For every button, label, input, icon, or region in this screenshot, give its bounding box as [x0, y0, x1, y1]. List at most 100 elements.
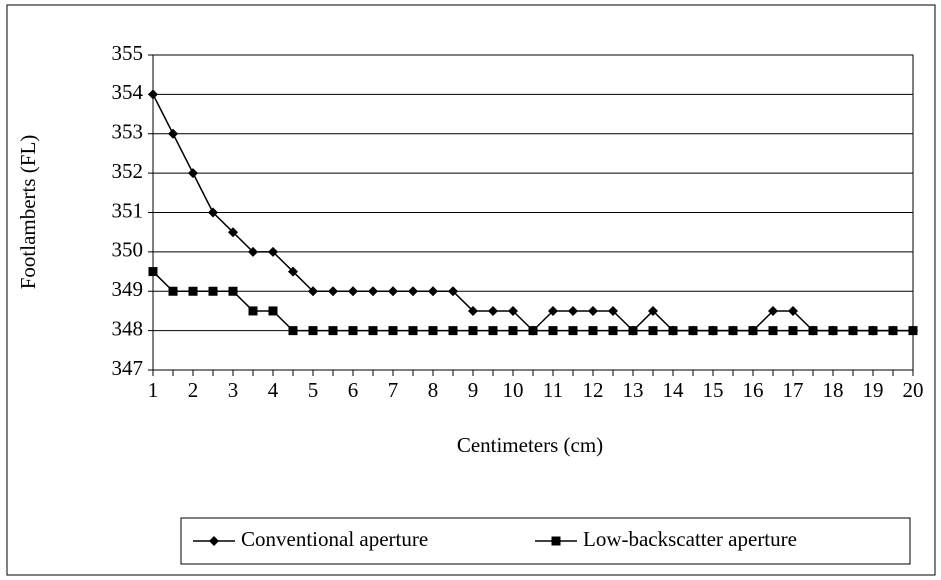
y-axis-label: Footlamberts (FL) [16, 135, 40, 290]
marker [268, 306, 278, 316]
marker [551, 536, 561, 546]
marker [768, 326, 778, 336]
marker [508, 326, 518, 336]
marker [488, 305, 498, 316]
y-tick-label: 353 [112, 120, 144, 144]
x-tick-label: 10 [503, 378, 524, 402]
marker [668, 326, 678, 336]
marker [388, 286, 398, 297]
marker [868, 326, 878, 336]
x-tick-label: 20 [903, 378, 924, 402]
marker [568, 326, 578, 336]
marker [568, 305, 578, 316]
marker [548, 305, 558, 316]
x-tick-label: 8 [428, 378, 439, 402]
marker [388, 326, 398, 336]
marker [528, 326, 538, 336]
y-tick-label: 348 [112, 316, 144, 340]
marker [208, 286, 218, 296]
marker [728, 326, 738, 336]
x-tick-label: 6 [348, 378, 359, 402]
marker [368, 326, 378, 336]
marker [808, 326, 818, 336]
marker [148, 267, 158, 277]
marker [348, 326, 358, 336]
marker [188, 168, 198, 179]
marker [168, 128, 178, 139]
marker [328, 286, 338, 297]
x-tick-label: 15 [703, 378, 724, 402]
x-tick-label: 9 [468, 378, 479, 402]
marker [368, 286, 378, 297]
marker [508, 305, 518, 316]
marker [268, 246, 278, 257]
marker [308, 286, 318, 297]
marker [748, 326, 758, 336]
marker [148, 89, 158, 100]
marker [848, 326, 858, 336]
x-tick-label: 3 [228, 378, 239, 402]
marker [768, 305, 778, 316]
x-axis-label: Centimeters (cm) [457, 433, 603, 457]
marker [248, 246, 258, 257]
y-tick-label: 354 [112, 80, 144, 104]
marker [428, 326, 438, 336]
marker [248, 306, 258, 316]
marker [468, 305, 478, 316]
x-tick-label: 4 [268, 378, 279, 402]
x-tick-label: 19 [863, 378, 884, 402]
marker [608, 305, 618, 316]
marker [588, 326, 598, 336]
marker [208, 207, 218, 218]
marker [548, 326, 558, 336]
marker [888, 326, 898, 336]
marker [788, 305, 798, 316]
marker [209, 536, 219, 546]
marker [588, 305, 598, 316]
x-tick-label: 17 [783, 378, 804, 402]
x-tick-label: 13 [623, 378, 644, 402]
x-tick-label: 14 [663, 378, 685, 402]
x-tick-label: 5 [308, 378, 319, 402]
marker [288, 266, 298, 277]
marker [648, 305, 658, 316]
y-tick-label: 347 [112, 356, 144, 380]
x-tick-label: 7 [388, 378, 399, 402]
marker [328, 326, 338, 336]
marker [708, 326, 718, 336]
x-tick-label: 16 [743, 378, 764, 402]
x-tick-label: 12 [583, 378, 604, 402]
marker [908, 326, 918, 336]
marker [448, 286, 458, 297]
marker [308, 326, 318, 336]
x-tick-label: 18 [823, 378, 844, 402]
marker [448, 326, 458, 336]
marker [288, 326, 298, 336]
marker [468, 326, 478, 336]
legend-label: Low-backscatter aperture [583, 527, 797, 551]
marker [168, 286, 178, 296]
marker [228, 286, 238, 296]
y-tick-label: 349 [112, 277, 144, 301]
y-tick-label: 355 [112, 41, 144, 65]
marker [648, 326, 658, 336]
marker [628, 326, 638, 336]
legend-label: Conventional aperture [241, 527, 428, 551]
marker [348, 286, 358, 297]
marker [688, 326, 698, 336]
marker [488, 326, 498, 336]
marker [408, 286, 418, 297]
marker [828, 326, 838, 336]
marker [608, 326, 618, 336]
y-tick-label: 351 [112, 198, 144, 222]
y-tick-label: 350 [112, 238, 144, 262]
x-tick-label: 11 [543, 378, 563, 402]
marker [788, 326, 798, 336]
y-tick-label: 352 [112, 159, 144, 183]
marker [408, 326, 418, 336]
x-tick-label: 1 [148, 378, 159, 402]
marker [428, 286, 438, 297]
marker [188, 286, 198, 296]
x-tick-label: 2 [188, 378, 199, 402]
